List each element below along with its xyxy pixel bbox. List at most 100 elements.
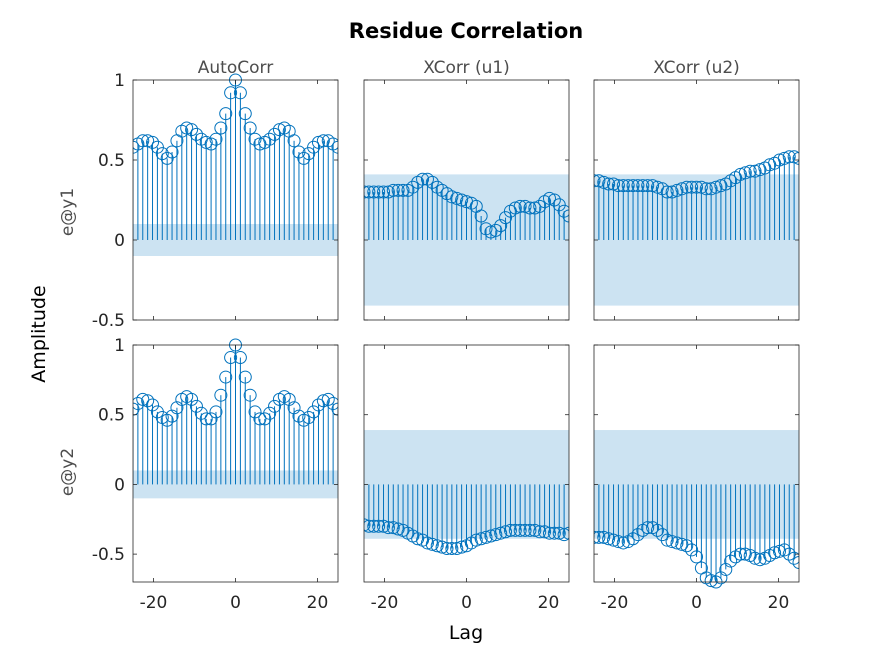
panel-0: -0.5 0 0.5 1: [92, 71, 339, 331]
stem-marker: [670, 183, 684, 197]
stem-marker: [425, 537, 439, 551]
stem-marker: [489, 528, 503, 542]
stem-marker: [445, 190, 459, 204]
stem-marker: [331, 140, 338, 154]
stem-marker: [219, 370, 233, 384]
stem-marker: [508, 523, 522, 537]
stem-marker: [396, 183, 410, 197]
stem-marker: [386, 183, 400, 197]
stem-marker: [386, 521, 400, 535]
stem-marker: [616, 179, 630, 193]
stem-marker: [391, 183, 405, 197]
stem-marker: [670, 536, 684, 550]
stem-marker: [272, 123, 286, 137]
stem-marker: [542, 526, 556, 540]
stem-marker: [297, 151, 311, 165]
stem-marker: [253, 412, 267, 426]
stem-series: [133, 73, 338, 240]
stem-marker: [518, 199, 532, 213]
stem-marker: [699, 182, 713, 196]
stem-marker: [170, 401, 184, 415]
stem-marker: [248, 405, 262, 419]
panel-5: -20 0 20: [593, 344, 800, 613]
stem-marker: [367, 519, 381, 533]
stem-marker: [364, 518, 371, 532]
stem-marker: [287, 401, 301, 415]
stem-marker: [562, 526, 569, 540]
panel-2: [593, 79, 800, 321]
stem-series: [594, 150, 799, 240]
stem-marker: [331, 402, 338, 416]
stem-marker: [494, 526, 508, 540]
stem-marker: [243, 121, 257, 135]
stem-marker: [631, 528, 645, 542]
panels-grid: AutoCorr XCorr (u1) XCorr (u2) e@y1 e@y2 -0.5…: [58, 58, 800, 613]
stem-marker: [189, 127, 203, 141]
stem-marker: [435, 540, 449, 554]
stem-marker: [621, 179, 635, 193]
stem-marker: [538, 525, 552, 539]
x-tick-label: 0: [230, 593, 241, 613]
stem-marker: [690, 180, 703, 194]
stem-marker: [694, 180, 708, 194]
stem-marker: [594, 530, 601, 544]
panel-1: [363, 79, 570, 321]
stem-marker: [631, 179, 645, 193]
stem-marker: [772, 544, 786, 558]
y-tick-label: 1: [114, 71, 125, 91]
stem-marker: [523, 523, 537, 537]
stem-marker: [650, 523, 664, 537]
stem-marker: [704, 182, 718, 196]
stem-marker: [602, 177, 616, 191]
stem-marker: [626, 179, 640, 193]
y-tick-label: -0.5: [92, 311, 125, 331]
stem-marker: [518, 523, 532, 537]
stem-marker: [607, 177, 621, 191]
y-axis-label: Amplitude: [28, 285, 50, 382]
stem-marker: [675, 182, 689, 196]
stem-marker: [494, 219, 508, 233]
y-tick-label: 0: [114, 475, 125, 495]
panel-3: -0.5 0 0.5 1 -20 0 20: [92, 336, 339, 613]
stem-marker: [660, 185, 674, 199]
stem-marker: [704, 574, 718, 588]
stem-marker: [199, 412, 213, 426]
stem-marker: [287, 134, 301, 148]
stem-marker: [381, 521, 395, 535]
stem-marker: [224, 86, 238, 100]
stem-marker: [160, 413, 174, 427]
stem-marker: [238, 107, 252, 121]
stem-marker: [311, 398, 325, 412]
stem-marker: [724, 554, 738, 568]
stem-marker: [607, 533, 621, 547]
stem-marker: [552, 526, 566, 540]
stem-marker: [372, 185, 386, 199]
stem-marker: [792, 151, 799, 165]
stem-marker: [209, 132, 223, 146]
stem-series: [133, 338, 338, 485]
stem-marker: [484, 529, 498, 543]
stem-marker: [136, 392, 150, 406]
stem-marker: [155, 147, 169, 161]
stem-marker: [489, 223, 503, 237]
stem-marker: [204, 137, 218, 151]
x-tick-label: 0: [461, 593, 472, 613]
stem-marker: [641, 179, 655, 193]
stem-marker: [508, 201, 522, 215]
stem-series: [364, 172, 569, 240]
y-tick-label: 0: [114, 231, 125, 251]
stem-marker: [224, 351, 238, 365]
stem-marker: [425, 175, 439, 189]
stem-marker: [214, 121, 228, 135]
x-tick-label: 0: [691, 593, 702, 613]
stem-marker: [680, 539, 694, 553]
x-tick-label: 20: [307, 593, 329, 613]
stem-marker: [743, 164, 757, 178]
stem-marker: [562, 209, 569, 223]
x-tick-label: 20: [768, 593, 790, 613]
stem-marker: [675, 537, 689, 551]
y-tick-label: 0.5: [98, 151, 125, 171]
column-title: XCorr (u1): [423, 58, 510, 78]
stem-marker: [450, 191, 464, 205]
stem-marker: [513, 199, 527, 213]
